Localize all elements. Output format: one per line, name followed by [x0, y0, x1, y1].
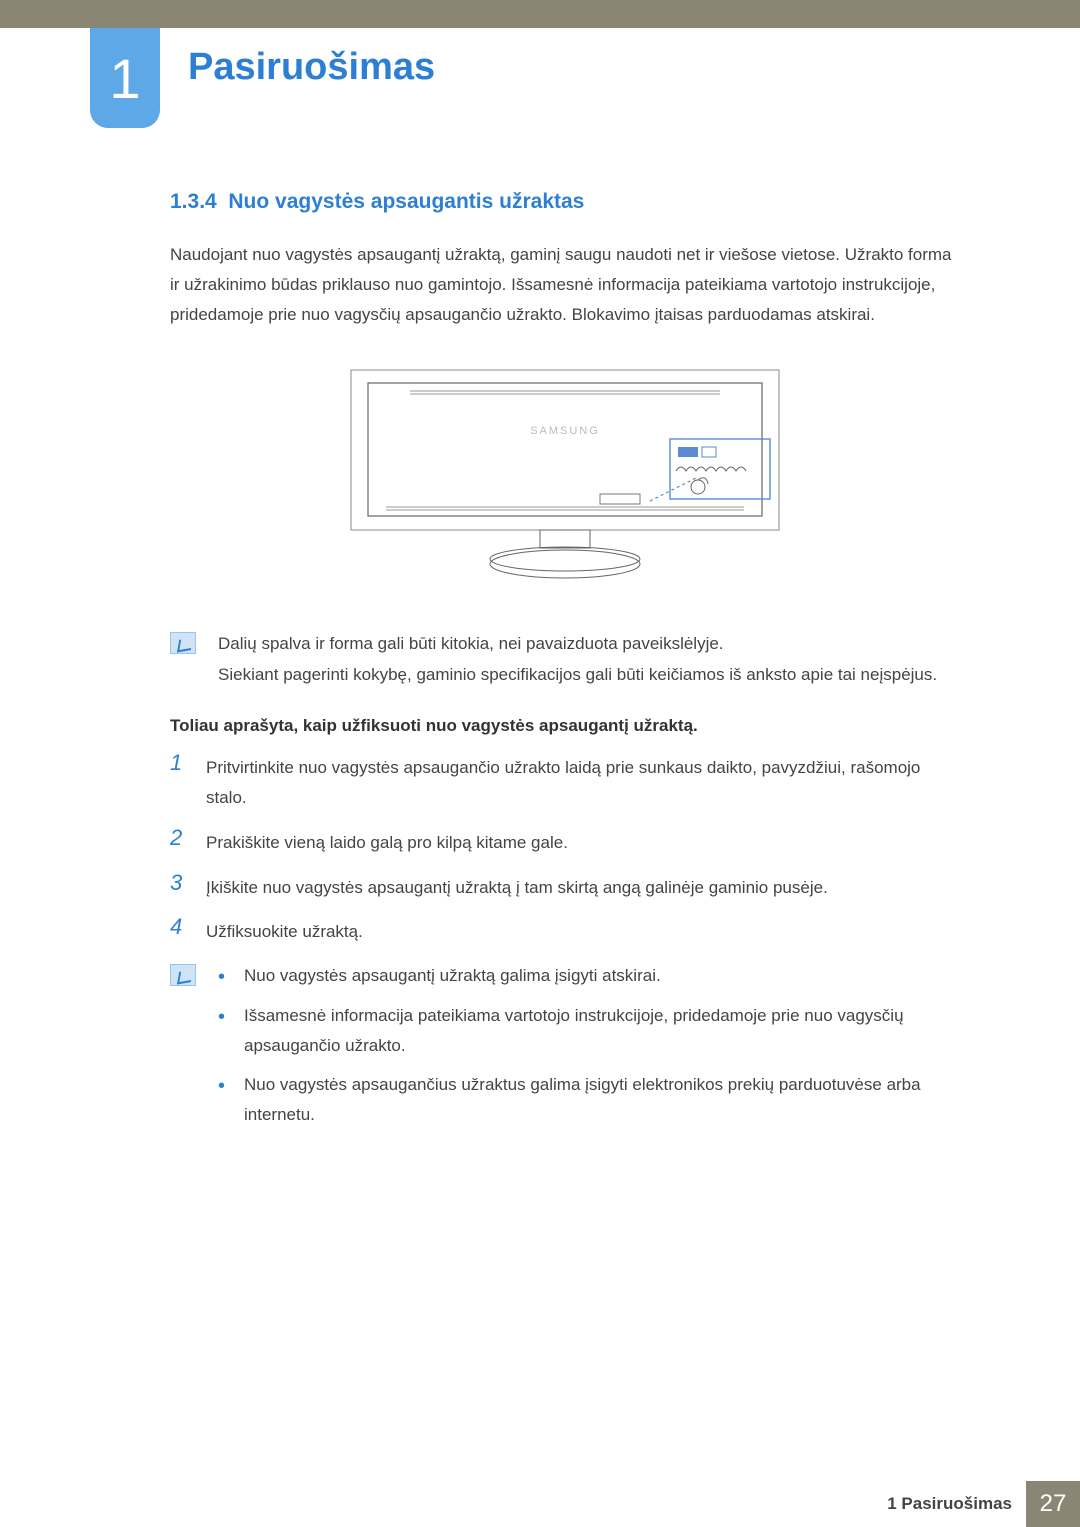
bullet-icon: •	[218, 1070, 228, 1130]
section-heading: 1.3.4 Nuo vagystės apsaugantis užraktas	[170, 190, 960, 214]
svg-text:SAMSUNG: SAMSUNG	[530, 425, 600, 437]
footer-label: 1 Pasiruošimas	[887, 1494, 1026, 1514]
footer-page: 27	[1026, 1481, 1080, 1527]
figure: SAMSUNG	[170, 369, 960, 584]
note-block-1: Dalių spalva ir forma gali būti kitokia,…	[170, 629, 960, 690]
step-text: Pritvirtinkite nuo vagystės apsaugančio …	[206, 750, 960, 813]
note-line: Siekiant pagerinti kokybę, gaminio speci…	[218, 660, 960, 691]
step: 3 Įkiškite nuo vagystės apsaugantį užrak…	[170, 870, 960, 903]
chapter-header: 1 Pasiruošimas	[90, 28, 1080, 138]
note-block-2: • Nuo vagystės apsaugantį užraktą galima…	[170, 961, 960, 1140]
step: 1 Pritvirtinkite nuo vagystės apsauganči…	[170, 750, 960, 813]
step: 2 Prakiškite vieną laido galą pro kilpą …	[170, 825, 960, 858]
bullet-icon: •	[218, 1001, 228, 1061]
footer: 1 Pasiruošimas 27	[0, 1481, 1080, 1527]
note-icon	[170, 964, 196, 986]
chapter-badge: 1	[90, 28, 160, 128]
list-item: • Nuo vagystės apsaugančius užraktus gal…	[218, 1070, 960, 1130]
bullet-list: • Nuo vagystės apsaugantį užraktą galima…	[218, 961, 960, 1130]
chapter-number: 1	[109, 46, 140, 111]
step-number: 3	[170, 870, 190, 903]
step-text: Užfiksuokite užraktą.	[206, 914, 363, 947]
note-icon	[170, 632, 196, 654]
step-number: 2	[170, 825, 190, 858]
content: 1.3.4 Nuo vagystės apsaugantis užraktas …	[170, 190, 960, 1166]
step-number: 1	[170, 750, 190, 813]
note-line: Dalių spalva ir forma gali būti kitokia,…	[218, 629, 960, 660]
monitor-diagram: SAMSUNG	[350, 369, 780, 584]
step: 4 Užfiksuokite užraktą.	[170, 914, 960, 947]
list-item: • Nuo vagystės apsaugantį užraktą galima…	[218, 961, 960, 991]
step-number: 4	[170, 914, 190, 947]
section-intro: Naudojant nuo vagystės apsaugantį užrakt…	[170, 240, 960, 329]
step-text: Įkiškite nuo vagystės apsaugantį užraktą…	[206, 870, 828, 903]
chapter-title: Pasiruošimas	[188, 46, 435, 89]
list-item: • Išsamesnė informacija pateikiama varto…	[218, 1001, 960, 1061]
bullet-text: Išsamesnė informacija pateikiama vartoto…	[244, 1001, 960, 1061]
bullet-text: Nuo vagystės apsaugančius užraktus galim…	[244, 1070, 960, 1130]
section-title: Nuo vagystės apsaugantis užraktas	[228, 190, 584, 213]
bullet-icon: •	[218, 961, 228, 991]
page: 1 Pasiruošimas 1.3.4 Nuo vagystės apsaug…	[0, 0, 1080, 1527]
note-body: Dalių spalva ir forma gali būti kitokia,…	[218, 629, 960, 690]
note-body: • Nuo vagystės apsaugantį užraktą galima…	[218, 961, 960, 1140]
procedure-steps: 1 Pritvirtinkite nuo vagystės apsauganči…	[170, 750, 960, 947]
section-number: 1.3.4	[170, 190, 217, 213]
bullet-text: Nuo vagystės apsaugantį užraktą galima į…	[244, 961, 960, 991]
step-text: Prakiškite vieną laido galą pro kilpą ki…	[206, 825, 568, 858]
procedure-heading: Toliau aprašyta, kaip užfiksuoti nuo vag…	[170, 716, 960, 736]
top-bar	[0, 0, 1080, 28]
